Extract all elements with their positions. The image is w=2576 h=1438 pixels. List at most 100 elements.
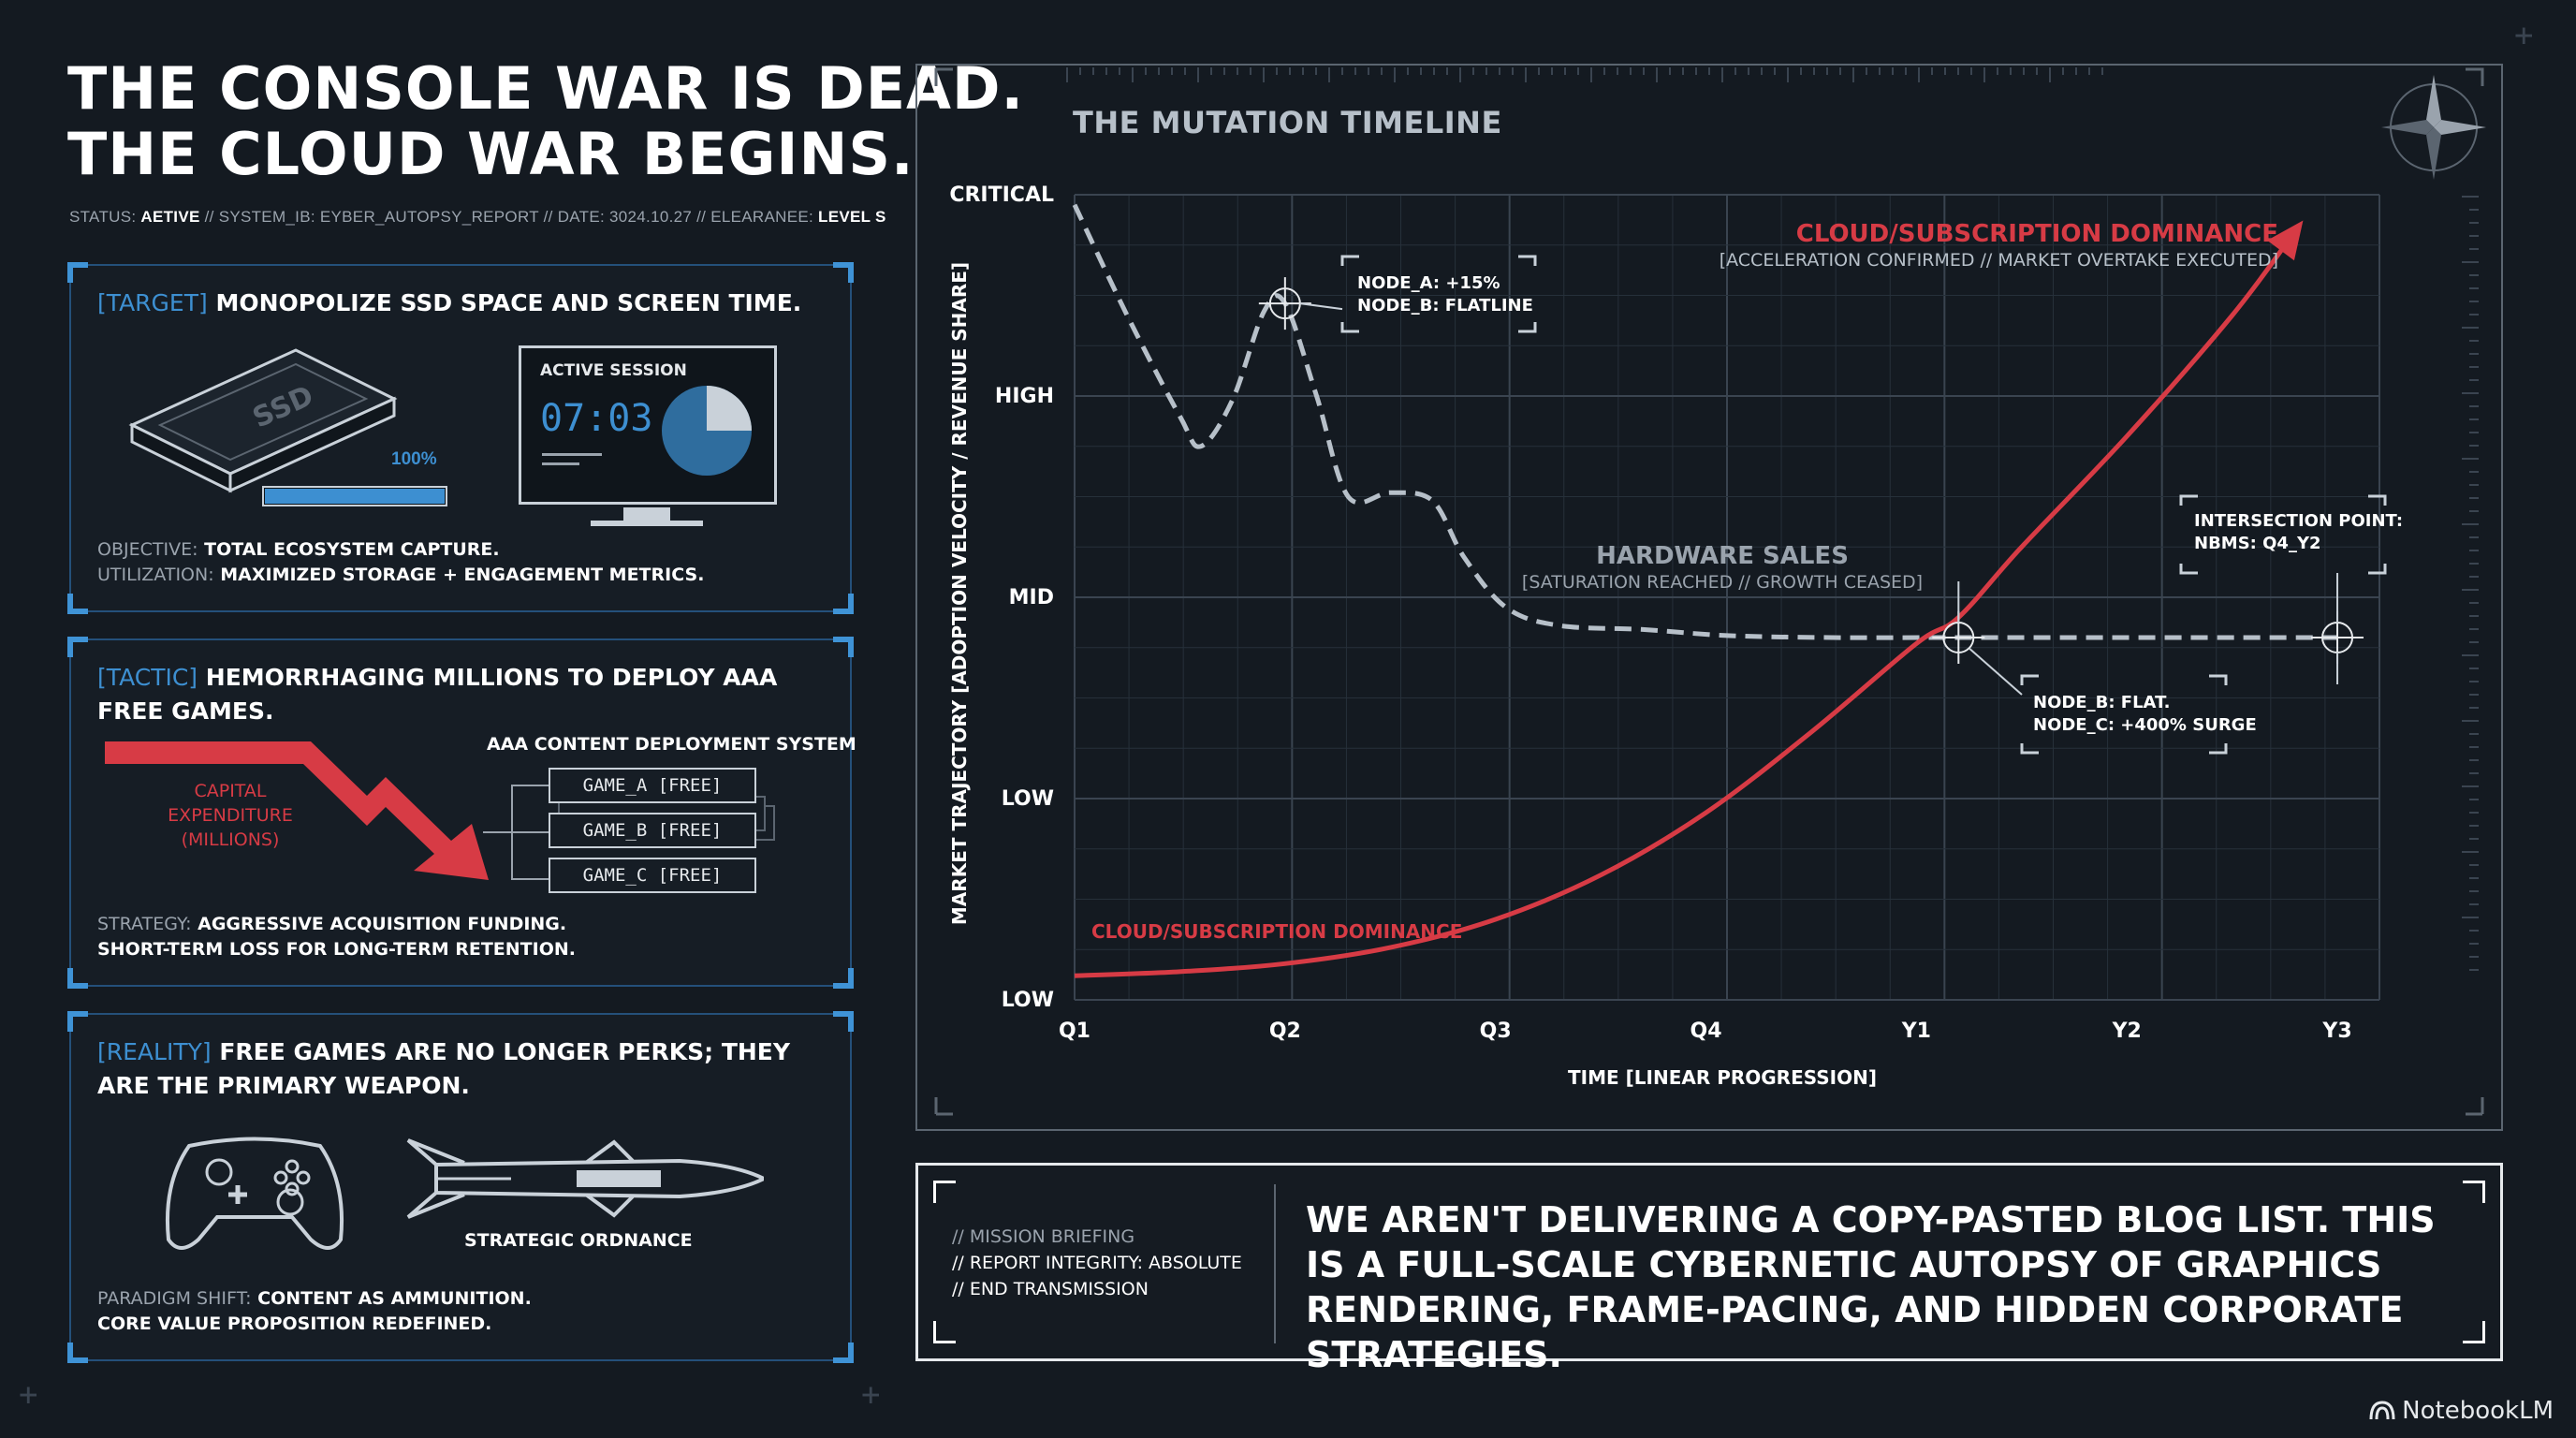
paradigm-value: CONTENT AS AMMUNITION.: [257, 1288, 532, 1309]
strategy-label: STRATEGY:: [97, 914, 192, 934]
aaa-system-title: AAA CONTENT DEPLOYMENT SYSTEM: [487, 734, 856, 755]
tactic-tag: [TACTIC]: [97, 664, 198, 691]
down-trend-arrow-icon: [105, 741, 489, 880]
tactic-heading: [TACTIC] HEMORRHAGING MILLIONS TO DEPLOY…: [97, 661, 846, 728]
session-label: ACTIVE SESSION: [540, 361, 687, 380]
x-tick-label: Q1: [1059, 1020, 1090, 1043]
cloud-high-label: CLOUD/SUBSCRIPTION DOMINANCE: [1796, 220, 2278, 248]
reality-heading: [REALITY] FREE GAMES ARE NO LONGER PERKS…: [97, 1035, 846, 1103]
game-card: GAME_B [FREE]: [549, 813, 756, 848]
chart-frame: [915, 64, 2503, 1131]
clearance-value: LEVEL S: [818, 208, 886, 226]
capex-line-1: CAPITAL: [194, 781, 267, 801]
title-line-2: THE CLOUD WAR BEGINS.: [67, 120, 915, 188]
target-footer: OBJECTIVE: TOTAL ECOSYSTEM CAPTURE. UTIL…: [97, 537, 837, 588]
hardware-sales-label: HARDWARE SALES: [1596, 542, 1849, 570]
session-time: 07:03: [540, 397, 653, 440]
node-cross-line2: NODE_C: +400% SURGE: [2033, 715, 2257, 735]
hardware-sales-line: [1072, 203, 2338, 640]
pie-slice: [707, 386, 752, 431]
crosshair-icon: +: [19, 1376, 38, 1414]
briefing-meta-2: // REPORT INTEGRITY: ABSOLUTE: [952, 1253, 1242, 1273]
briefing-statement: WE AREN'T DELIVERING A COPY-PASTED BLOG …: [1306, 1199, 2436, 1375]
reality-footer: PARADIGM SHIFT: CONTENT AS AMMUNITION. C…: [97, 1286, 837, 1337]
y-tick-label: CRITICAL: [949, 183, 1054, 207]
reality-panel: [REALITY] FREE GAMES ARE NO LONGER PERKS…: [67, 1011, 854, 1363]
strategy-line-2: SHORT-TERM LOSS FOR LONG-TERM RETENTION.: [97, 939, 576, 960]
cloud-low-label: CLOUD/SUBSCRIPTION DOMINANCE: [1091, 920, 1462, 943]
x-tick-label: Y1: [1901, 1020, 1931, 1043]
session-monitor: ACTIVE SESSION 07:03: [519, 345, 777, 505]
frame-bracket: [934, 67, 2484, 1116]
system-value: EYBER_AUTOPSY_REPORT: [319, 208, 539, 226]
objective-label: OBJECTIVE:: [97, 539, 198, 560]
x-tick-label: Q3: [1480, 1020, 1512, 1043]
chart-grid: [934, 67, 2484, 1116]
target-heading-text: MONOPOLIZE SSD SPACE AND SCREEN TIME.: [215, 289, 802, 316]
date-value: 3024.10.27: [609, 208, 693, 226]
cloud-dominance-line: [1074, 229, 2298, 978]
y-tick-label: HIGH: [995, 385, 1054, 408]
target-panel: [TARGET] MONOPOLIZE SSD SPACE AND SCREEN…: [67, 262, 854, 614]
callout-leader: [1969, 648, 2023, 696]
ordnance-label: STRATEGIC ORDNANCE: [464, 1230, 693, 1251]
mission-briefing-box: // MISSION BRIEFING // REPORT INTEGRITY:…: [915, 1163, 2503, 1375]
y-axis-label: MARKET TRAJECTORY [ADOPTION VELOCITY / R…: [948, 262, 971, 925]
crosshair-icon: +: [2514, 17, 2534, 54]
ssd-fill-bar: [265, 489, 445, 504]
x-tick-label: Y3: [2321, 1020, 2351, 1043]
utilization-label: UTILIZATION:: [97, 565, 214, 585]
missile-icon: [406, 1138, 764, 1219]
game-controller-icon: [165, 1137, 344, 1250]
compass-icon: [2381, 75, 2486, 180]
y-tick-label: MID: [1009, 586, 1054, 609]
ssd-icon: SSD: [128, 348, 447, 506]
game-card: GAME_A [FREE]: [549, 768, 756, 803]
page-title: THE CONSOLE WAR IS DEAD. THE CLOUD WAR B…: [67, 54, 1025, 188]
target-tag: [TARGET]: [97, 289, 208, 316]
node-peak-line2: NODE_B: FLATLINE: [1357, 296, 1533, 315]
tactic-footer: STRATEGY: AGGRESSIVE ACQUISITION FUNDING…: [97, 912, 837, 962]
paradigm-label: PARADIGM SHIFT:: [97, 1288, 252, 1309]
y-tick-label: LOW: [1002, 989, 1054, 1012]
tactic-heading-text: HEMORRHAGING MILLIONS TO DEPLOY AAA FREE…: [97, 664, 778, 725]
reality-tag: [REALITY]: [97, 1038, 212, 1065]
node-cross-callout: NODE_B: FLAT. NODE_C: +400% SURGE: [2020, 674, 2257, 755]
status-label: STATUS:: [69, 208, 137, 226]
utilization-value: MAXIMIZED STORAGE + ENGAGEMENT METRICS.: [220, 565, 705, 585]
capex-line-3: (MILLIONS): [181, 829, 280, 850]
strategy-value: AGGRESSIVE ACQUISITION FUNDING.: [198, 914, 567, 934]
callout-leader: [1299, 302, 1343, 311]
game-card: GAME_C [FREE]: [549, 858, 756, 893]
date-label: // DATE:: [543, 208, 605, 226]
paradigm-line-2: CORE VALUE PROPOSITION REDEFINED.: [97, 1313, 492, 1334]
target-heading: [TARGET] MONOPOLIZE SSD SPACE AND SCREEN…: [97, 286, 846, 320]
intersection-line1: INTERSECTION POINT:: [2194, 511, 2403, 531]
node-cross-line1: NODE_B: FLAT.: [2033, 693, 2170, 712]
capex-label: CAPITAL EXPENDITURE (MILLIONS): [127, 779, 333, 852]
system-label: // SYSTEM_IB:: [204, 208, 315, 226]
capex-line-2: EXPENDITURE: [168, 805, 293, 826]
node-peak-callout: NODE_A: +15% NODE_B: FLATLINE: [1340, 255, 1537, 333]
x-tick-label: Q2: [1269, 1020, 1301, 1043]
title-line-1: THE CONSOLE WAR IS DEAD.: [67, 54, 1025, 123]
y-tick-label: LOW: [1002, 787, 1054, 811]
clearance-label: // ELEARANEE:: [696, 208, 813, 226]
node-peak-line1: NODE_A: +15%: [1357, 273, 1500, 293]
briefing-meta-1: // MISSION BRIEFING: [952, 1226, 1135, 1247]
status-value: AETIVE: [140, 208, 200, 226]
reality-heading-text: FREE GAMES ARE NO LONGER PERKS; THEY ARE…: [97, 1038, 790, 1099]
intersection-callout: INTERSECTION POINT: NBMS: Q4_Y2: [2179, 494, 2403, 575]
status-line: STATUS: AETIVE // SYSTEM_IB: EYBER_AUTOP…: [69, 208, 886, 227]
cloud-annotation: [ACCELERATION CONFIRMED // MARKET OVERTA…: [1720, 250, 2278, 271]
briefing-meta: // MISSION BRIEFING // REPORT INTEGRITY:…: [952, 1224, 1242, 1302]
hardware-sales-annotation: [SATURATION REACHED // GROWTH CEASED]: [1522, 572, 1923, 593]
objective-value: TOTAL ECOSYSTEM CAPTURE.: [204, 539, 500, 560]
intersection-line2: NBMS: Q4_Y2: [2194, 534, 2321, 553]
session-pie-chart: [662, 386, 752, 476]
crosshair-icon: +: [861, 1376, 881, 1414]
ssd-percent: 100%: [391, 449, 437, 469]
chart-title: THE MUTATION TIMELINE: [1073, 105, 1502, 140]
x-tick-label: Q4: [1690, 1020, 1722, 1043]
